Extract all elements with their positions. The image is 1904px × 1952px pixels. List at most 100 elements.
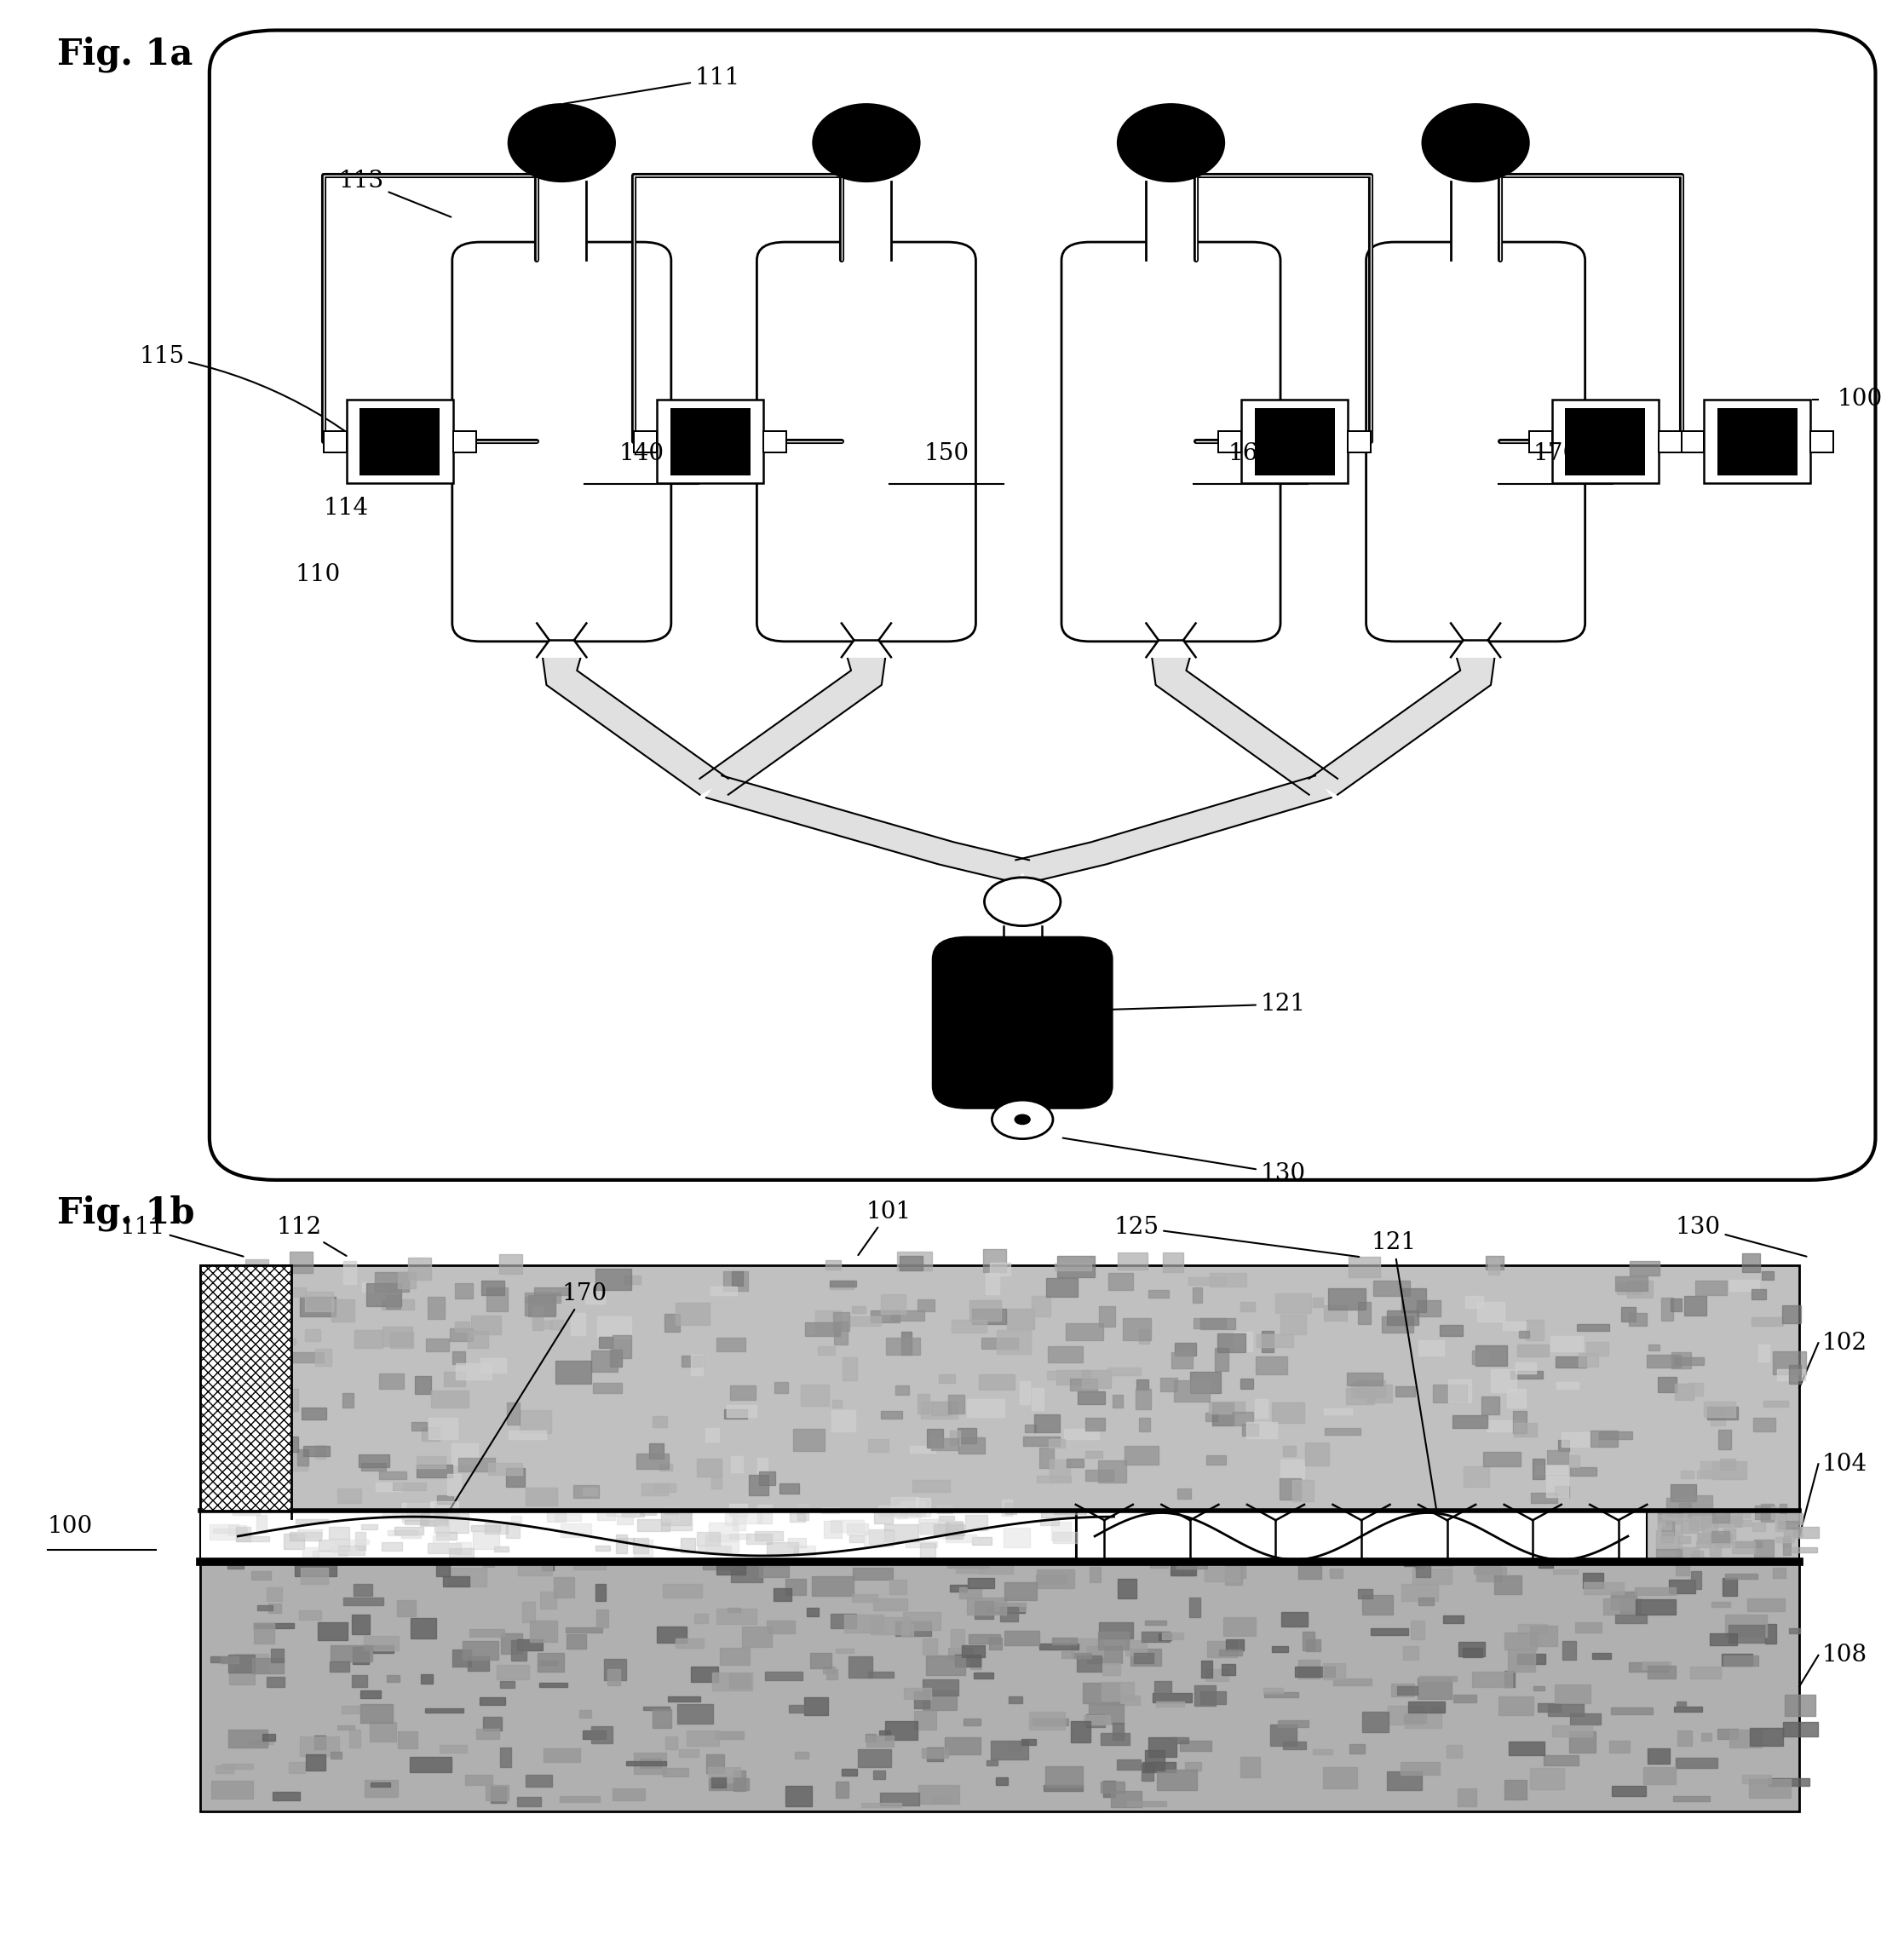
Bar (1508, 1649, 1535, 1671)
Bar (891, 1497, 918, 1515)
Bar (1382, 1318, 1413, 1333)
Bar (345, 1597, 383, 1605)
Bar (369, 1782, 390, 1786)
Bar (986, 1606, 1024, 1612)
Bar (1032, 1388, 1043, 1409)
Bar (1279, 1316, 1306, 1333)
Bar (1569, 1714, 1601, 1726)
Bar (885, 1337, 920, 1355)
Bar (484, 1716, 503, 1729)
Bar (1255, 1357, 1287, 1374)
Bar (1714, 1517, 1742, 1526)
Bar (402, 1517, 421, 1521)
Bar (1752, 1288, 1767, 1300)
Bar (1411, 1620, 1424, 1640)
Bar (935, 1525, 965, 1536)
Bar (832, 1312, 849, 1331)
Bar (1647, 1665, 1676, 1679)
Bar (1561, 1642, 1577, 1659)
Bar (1201, 1661, 1213, 1677)
Bar (211, 1780, 253, 1800)
Bar (1658, 1515, 1672, 1528)
Bar (388, 1530, 417, 1536)
Bar (1257, 1335, 1293, 1347)
Bar (1078, 1655, 1102, 1671)
Bar (541, 1591, 556, 1608)
Bar (1761, 1509, 1786, 1521)
Text: 111: 111 (564, 66, 741, 103)
Bar (228, 1655, 255, 1673)
Bar (436, 1564, 449, 1577)
Bar (451, 1649, 470, 1667)
Polygon shape (842, 640, 891, 658)
Bar (1676, 1357, 1704, 1364)
Bar (697, 1546, 731, 1552)
Bar (1721, 1458, 1735, 1470)
Bar (897, 1511, 906, 1519)
Bar (1135, 1390, 1152, 1409)
Bar (815, 1312, 840, 1333)
Bar (360, 408, 440, 474)
Bar (343, 1261, 356, 1284)
Bar (1270, 1726, 1297, 1745)
Bar (339, 1546, 366, 1556)
Bar (455, 1322, 470, 1331)
Bar (990, 1638, 1002, 1649)
Bar (1466, 1296, 1483, 1308)
Bar (1681, 431, 1704, 453)
Text: 115: 115 (139, 346, 398, 474)
Bar (1373, 1281, 1409, 1296)
Bar (451, 1351, 465, 1364)
Bar (1386, 1310, 1418, 1325)
Polygon shape (537, 182, 586, 260)
Bar (1226, 1564, 1243, 1571)
Bar (870, 1310, 901, 1323)
Bar (301, 1407, 326, 1419)
Bar (1548, 1450, 1569, 1464)
Bar (1656, 1550, 1681, 1556)
Bar (430, 1501, 459, 1519)
Bar (417, 1456, 446, 1468)
Bar (506, 1468, 526, 1487)
Bar (1358, 1302, 1371, 1323)
Bar (729, 1503, 746, 1517)
Bar (329, 1661, 350, 1671)
Bar (1771, 1507, 1778, 1519)
Bar (1476, 1566, 1502, 1581)
Bar (1660, 1532, 1674, 1542)
Bar (1173, 1380, 1211, 1402)
Bar (727, 1405, 756, 1417)
Bar (1028, 1712, 1064, 1729)
Bar (1024, 1425, 1036, 1433)
Bar (788, 1704, 819, 1714)
Bar (1087, 1714, 1104, 1728)
Bar (1668, 1579, 1695, 1593)
Bar (922, 1749, 948, 1757)
Bar (904, 1540, 937, 1548)
Bar (1723, 1655, 1759, 1665)
Bar (918, 1784, 960, 1804)
Bar (1662, 1515, 1687, 1519)
Bar (280, 1388, 299, 1411)
Ellipse shape (1422, 103, 1529, 182)
Bar (1401, 1585, 1438, 1601)
Bar (664, 1505, 678, 1515)
Bar (1064, 1429, 1099, 1439)
Bar (716, 1337, 744, 1351)
Ellipse shape (508, 103, 615, 182)
Bar (221, 1423, 251, 1441)
Bar (1049, 1460, 1070, 1482)
Bar (1729, 1624, 1765, 1644)
Bar (331, 1646, 371, 1661)
Bar (1083, 1683, 1120, 1702)
Bar (1765, 1624, 1776, 1644)
Bar (1516, 1362, 1537, 1374)
Bar (847, 1525, 868, 1534)
Bar (975, 1601, 994, 1618)
Bar (1554, 1485, 1569, 1497)
Bar (1811, 431, 1834, 453)
Bar (1483, 1452, 1521, 1466)
Bar (786, 1786, 811, 1806)
Text: Fig. 1a: Fig. 1a (57, 37, 192, 72)
Bar (807, 1608, 819, 1616)
